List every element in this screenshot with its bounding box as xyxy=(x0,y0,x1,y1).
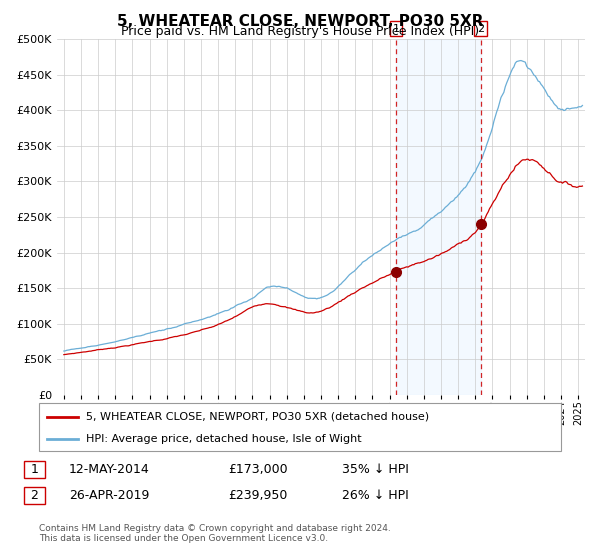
Text: Price paid vs. HM Land Registry's House Price Index (HPI): Price paid vs. HM Land Registry's House … xyxy=(121,25,479,38)
Text: £239,950: £239,950 xyxy=(228,489,287,502)
Text: 1: 1 xyxy=(392,24,400,34)
Text: 26% ↓ HPI: 26% ↓ HPI xyxy=(342,489,409,502)
Text: 2: 2 xyxy=(477,24,484,34)
Text: Contains HM Land Registry data © Crown copyright and database right 2024.
This d: Contains HM Land Registry data © Crown c… xyxy=(39,524,391,543)
Text: 5, WHEATEAR CLOSE, NEWPORT, PO30 5XR (detached house): 5, WHEATEAR CLOSE, NEWPORT, PO30 5XR (de… xyxy=(86,412,429,422)
Text: HPI: Average price, detached house, Isle of Wight: HPI: Average price, detached house, Isle… xyxy=(86,434,362,444)
Text: 26-APR-2019: 26-APR-2019 xyxy=(69,489,149,502)
Text: 5, WHEATEAR CLOSE, NEWPORT, PO30 5XR: 5, WHEATEAR CLOSE, NEWPORT, PO30 5XR xyxy=(117,14,483,29)
Text: 1: 1 xyxy=(31,463,38,477)
Text: 12-MAY-2014: 12-MAY-2014 xyxy=(69,463,150,477)
Bar xyxy=(396,39,481,395)
Text: 35% ↓ HPI: 35% ↓ HPI xyxy=(342,463,409,477)
Text: 2: 2 xyxy=(31,489,38,502)
Text: £173,000: £173,000 xyxy=(228,463,287,477)
